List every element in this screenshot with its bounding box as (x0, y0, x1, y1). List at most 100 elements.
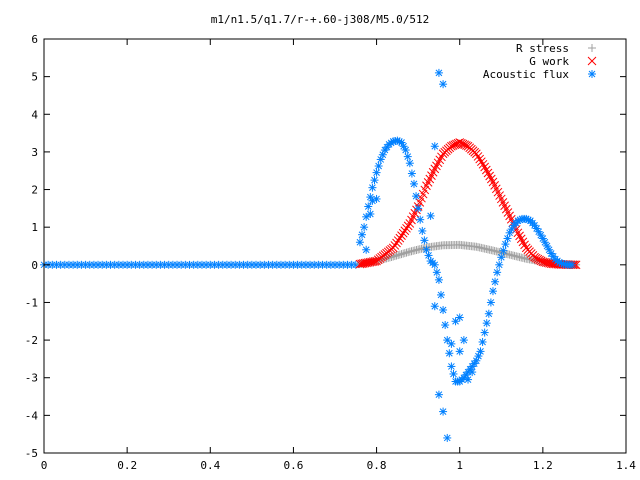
acoustic-flux-point (443, 433, 452, 442)
acoustic-flux-point (486, 298, 495, 307)
acoustic-flux-point (418, 226, 427, 235)
acoustic-flux-point (414, 204, 423, 213)
acoustic-flux-point (412, 192, 421, 201)
series-layer (40, 68, 581, 442)
acoustic-flux-point (567, 260, 576, 269)
acoustic-flux-point (430, 142, 439, 151)
acoustic-flux-point (351, 260, 360, 269)
acoustic-flux-point (358, 230, 367, 239)
acoustic-flux-point (497, 253, 506, 262)
acoustic-flux-point (447, 362, 456, 371)
acoustic-flux-point (455, 313, 464, 322)
acoustic-flux-point (434, 68, 443, 77)
chart-title: m1/n1.5/q1.7/r-+.60-j308/M5.0/512 (211, 13, 430, 26)
acoustic-flux-point (366, 210, 375, 219)
acoustic-flux-point (362, 212, 371, 221)
legend-label: R stress (516, 42, 569, 55)
acoustic-flux-point (409, 179, 418, 188)
y-tick-label: 3 (31, 146, 38, 159)
legend-marker (588, 44, 596, 52)
x-tick-label: 1.4 (616, 459, 636, 472)
acoustic-flux-point (488, 287, 497, 296)
acoustic-flux-point (362, 245, 371, 254)
acoustic-flux-series (355, 68, 576, 442)
g-work-point (478, 159, 488, 169)
x-tick-label: 0 (41, 459, 48, 472)
legend-label: Acoustic flux (483, 68, 569, 81)
x-tick-label: 1 (456, 459, 463, 472)
acoustic-flux-point (405, 159, 414, 168)
g-work-point (540, 257, 549, 267)
acoustic-flux-point (368, 183, 377, 192)
acoustic-flux-point (501, 240, 510, 249)
acoustic-flux-point (480, 328, 489, 337)
acoustic-flux-point (434, 275, 443, 284)
acoustic-flux-point (360, 223, 369, 232)
acoustic-flux-point (445, 349, 454, 358)
g-work-point (403, 221, 413, 231)
acoustic-flux-point (491, 277, 500, 286)
acoustic-flux-point (484, 309, 493, 318)
acoustic-flux-point (430, 302, 439, 311)
acoustic-flux-point (420, 236, 429, 245)
acoustic-flux-point (426, 211, 435, 220)
g-work-point (475, 154, 485, 164)
acoustic-flux-point (495, 260, 504, 269)
g-work-series (355, 138, 581, 270)
acoustic-flux-point (437, 290, 446, 299)
acoustic-flux-point (499, 246, 508, 255)
y-tick-label: -5 (25, 447, 38, 460)
acoustic-flux-point (372, 168, 381, 177)
acoustic-flux-point (439, 407, 448, 416)
x-tick-label: 0.6 (283, 459, 303, 472)
y-tick-label: -2 (25, 334, 38, 347)
g-work-point (538, 257, 548, 267)
acoustic-flux-point (403, 152, 412, 161)
acoustic-flux-point (536, 231, 545, 240)
plot-frame (43, 38, 627, 454)
acoustic-flux-point (503, 234, 512, 243)
acoustic-flux-point (447, 339, 456, 348)
acoustic-flux-point (545, 245, 554, 254)
acoustic-flux-point (439, 305, 448, 314)
acoustic-flux-point (468, 368, 477, 377)
y-tick-label: 2 (31, 184, 38, 197)
y-tick-label: -3 (25, 372, 38, 385)
acoustic-flux-point (439, 80, 448, 89)
g-work-point (398, 228, 408, 238)
acoustic-flux-point (464, 375, 473, 384)
y-tick-label: 0 (31, 259, 38, 272)
x-tick-label: 0.8 (367, 459, 387, 472)
y-tick-label: -4 (25, 409, 39, 422)
acoustic-flux-point (476, 347, 485, 356)
acoustic-flux-baseline (40, 260, 360, 269)
g-work-point (392, 238, 401, 248)
acoustic-flux-point (364, 202, 373, 211)
acoustic-flux-point (399, 142, 408, 151)
y-tick-label: 1 (31, 221, 38, 234)
legend-marker (588, 70, 596, 78)
acoustic-flux-point (449, 369, 458, 378)
y-tick-label: -1 (25, 296, 38, 309)
acoustic-flux-point (424, 251, 433, 260)
g-work-point (476, 157, 486, 167)
legend-marker (587, 56, 597, 66)
y-tick-label: 5 (31, 71, 38, 84)
tick-layer: 0 0.2 0.4 0.6 0.8 1 1.2 1.4 -5 -4 -3 -2 -1 0 1 2 3 4 5 6 (25, 33, 637, 472)
g-work-point (368, 257, 378, 267)
g-work-point (388, 243, 398, 253)
acoustic-flux-point (455, 347, 464, 356)
acoustic-flux-point (416, 215, 425, 224)
g-work-point (400, 226, 410, 236)
acoustic-flux-point (370, 176, 379, 185)
acoustic-flux-point (434, 390, 443, 399)
g-work-point (473, 152, 483, 161)
x-tick-label: 0.4 (200, 459, 220, 472)
g-work-point (536, 256, 546, 266)
acoustic-flux-point (441, 321, 450, 330)
y-tick-label: 6 (31, 33, 38, 46)
g-work-point (390, 241, 400, 250)
acoustic-flux-point (407, 169, 416, 178)
